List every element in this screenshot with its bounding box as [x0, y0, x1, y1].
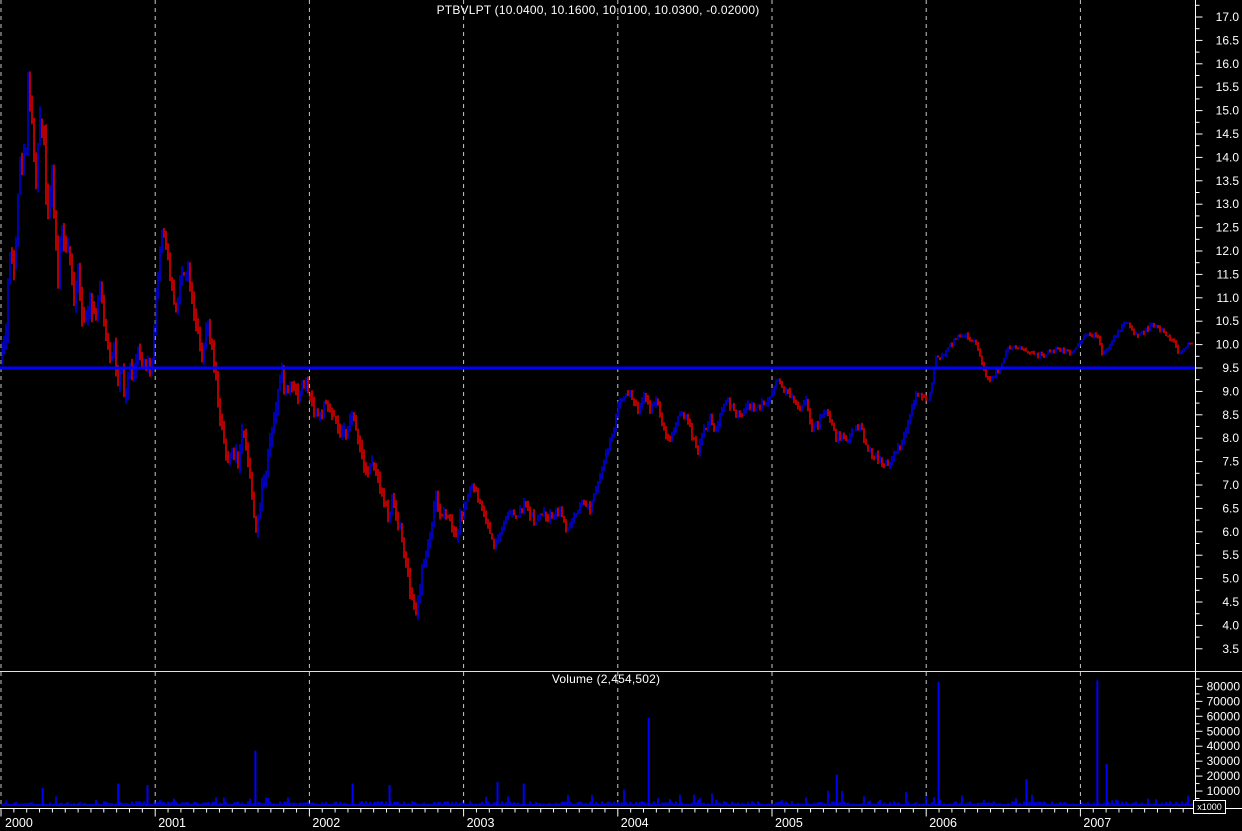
svg-text:11.5: 11.5: [1217, 267, 1240, 281]
svg-text:9.5: 9.5: [1222, 361, 1239, 375]
svg-text:17.0: 17.0: [1216, 10, 1240, 24]
svg-text:13.5: 13.5: [1216, 174, 1240, 188]
svg-text:6.5: 6.5: [1222, 501, 1239, 515]
svg-text:10.5: 10.5: [1216, 314, 1240, 328]
svg-text:2005: 2005: [775, 816, 803, 830]
svg-text:4.0: 4.0: [1222, 618, 1239, 632]
axis-multiplier-badge: x1000: [1193, 800, 1226, 814]
svg-text:9.0: 9.0: [1222, 384, 1239, 398]
svg-text:12.0: 12.0: [1216, 244, 1240, 258]
price-pane-title: PTBVLPT (10.0400, 10.1600, 10.0100, 10.0…: [436, 3, 760, 17]
svg-text:15.5: 15.5: [1216, 80, 1240, 94]
volume-bars: [1, 680, 1193, 806]
svg-text:13.0: 13.0: [1216, 197, 1240, 211]
svg-text:16.5: 16.5: [1216, 33, 1240, 47]
svg-text:60000: 60000: [1207, 709, 1241, 723]
svg-text:2006: 2006: [929, 816, 957, 830]
price-axis-ticks: [1195, 4, 1203, 650]
svg-text:16.0: 16.0: [1216, 57, 1240, 71]
svg-text:8.5: 8.5: [1222, 408, 1239, 422]
svg-text:5.5: 5.5: [1222, 548, 1239, 562]
svg-text:8.0: 8.0: [1222, 431, 1239, 445]
svg-text:12.5: 12.5: [1216, 221, 1240, 235]
svg-text:3.5: 3.5: [1222, 642, 1239, 656]
svg-text:4.5: 4.5: [1222, 595, 1239, 609]
svg-text:2003: 2003: [467, 816, 495, 830]
svg-text:6.0: 6.0: [1222, 525, 1239, 539]
svg-text:10.0: 10.0: [1216, 338, 1240, 352]
price-axis-labels: 3.5 4.0 4.5 5.0 5.5 6.0 6.5 7.0 7.5 8.0 8.5 9.0 9.5 1…: [1216, 10, 1240, 656]
svg-text:2000: 2000: [5, 816, 33, 830]
svg-text:20000: 20000: [1207, 769, 1241, 783]
svg-text:2002: 2002: [312, 816, 340, 830]
price-bars: [1, 71, 1193, 621]
svg-text:7.5: 7.5: [1222, 455, 1239, 469]
svg-text:40000: 40000: [1207, 739, 1241, 753]
svg-text:10000: 10000: [1207, 784, 1241, 798]
volume-axis-ticks: [1195, 678, 1203, 800]
svg-text:2007: 2007: [1083, 816, 1111, 830]
svg-text:14.5: 14.5: [1216, 127, 1240, 141]
svg-text:70000: 70000: [1207, 694, 1241, 708]
svg-text:2004: 2004: [621, 816, 649, 830]
axis-frame: [0, 0, 1242, 814]
time-axis-labels: 2000 2001 2002 2003 2004 2005 2006 2007: [5, 816, 1111, 830]
svg-text:11.0: 11.0: [1217, 291, 1240, 305]
time-axis-ticks: [0, 808, 1184, 817]
svg-text:14.0: 14.0: [1216, 150, 1240, 164]
svg-text:2001: 2001: [158, 816, 186, 830]
svg-text:5.0: 5.0: [1222, 572, 1239, 586]
year-gridlines: [0, 0, 1081, 808]
svg-text:50000: 50000: [1207, 724, 1241, 738]
svg-text:80000: 80000: [1207, 679, 1241, 693]
svg-text:15.0: 15.0: [1216, 104, 1240, 118]
volume-pane-title: Volume (2,454,502): [551, 672, 661, 686]
svg-text:30000: 30000: [1207, 754, 1241, 768]
svg-text:7.0: 7.0: [1222, 478, 1239, 492]
